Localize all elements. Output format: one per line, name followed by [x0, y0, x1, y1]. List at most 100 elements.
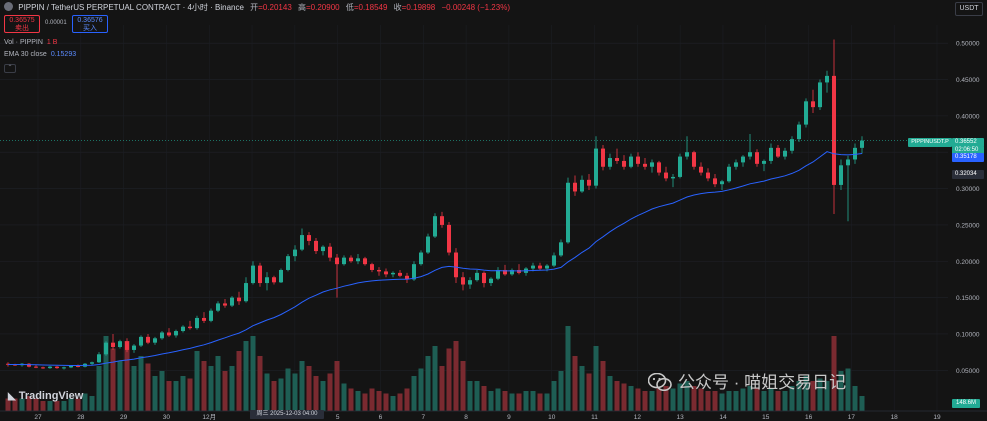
volume-bar	[579, 366, 585, 411]
candle-body	[580, 179, 584, 192]
x-tick-label: 13	[677, 414, 685, 421]
x-tick-label: 12月	[202, 413, 216, 421]
volume-bar	[747, 386, 753, 411]
candle-body	[356, 258, 360, 262]
candle-body	[503, 269, 507, 275]
volume-bar	[390, 396, 396, 411]
ema-indicator-label: EMA 30 close	[4, 51, 47, 58]
x-tick-label: 9	[507, 414, 511, 421]
price-axis[interactable]: 0.05000 0.10000 0.15000 0.20000 0.25000 0.300…	[956, 41, 980, 375]
volume-bar	[600, 361, 606, 411]
volume-bar	[124, 341, 130, 411]
volume-bar	[96, 366, 102, 411]
volume-bar	[761, 391, 767, 411]
candle-body	[741, 156, 745, 163]
candle-body	[510, 269, 514, 275]
chevron-up-icon[interactable]: ⌃	[4, 64, 16, 73]
volume-bar	[278, 378, 284, 411]
volume-bar	[222, 371, 228, 411]
candle-body	[314, 240, 318, 252]
buy-button[interactable]: 0.36576 买入	[72, 15, 108, 33]
volume-indicator[interactable]: Vol · PIPPIN 1 B	[4, 39, 57, 46]
currency-selector[interactable]: USDT	[955, 2, 983, 16]
candle-body	[699, 166, 703, 173]
symbol-title[interactable]: PIPPIN / TetherUS PERPETUAL CONTRACT · 4…	[18, 3, 244, 12]
volume-bar	[61, 401, 67, 411]
buy-price: 0.36576	[77, 17, 103, 24]
volume-bar	[796, 381, 802, 411]
volume-bar	[12, 398, 18, 411]
candle-body	[90, 362, 94, 364]
ema-indicator-value: 0.15293	[50, 51, 77, 58]
volume-bar	[663, 386, 669, 411]
candle-body	[328, 246, 332, 258]
brand-name: TradingView	[18, 390, 84, 402]
volume-bar	[208, 366, 214, 411]
candle-body	[146, 336, 150, 343]
x-tick-label: 16	[805, 414, 813, 421]
x-tick-label: 18	[891, 414, 899, 421]
sell-button[interactable]: 0.36575 卖出	[4, 15, 40, 33]
volume-tag: 148.6M	[952, 399, 980, 408]
x-tick-label: 10	[548, 414, 556, 421]
volume-bar	[145, 363, 151, 411]
crosshair-date-tag: 周三 2025-12-03 04:00	[250, 410, 324, 419]
volume-bar	[243, 341, 249, 411]
x-tick-label: 15	[762, 414, 770, 421]
close-value: =0.19898	[401, 3, 436, 12]
x-tick-label: 28	[77, 414, 85, 421]
candle-body	[489, 278, 493, 284]
x-tick-label: 7	[421, 414, 425, 421]
volume-bar	[19, 398, 25, 411]
candle-body	[139, 336, 143, 346]
volume-bar	[740, 388, 746, 411]
candlesticks	[6, 39, 864, 370]
candle-body	[468, 280, 472, 285]
ema-price-tag: 0.35178	[952, 153, 984, 162]
candle-body	[482, 272, 486, 284]
candle-body	[734, 162, 738, 167]
level-price-tag: 0.32034	[952, 170, 984, 179]
volume-bar	[824, 381, 830, 411]
candle-body	[405, 275, 409, 280]
volume-bar	[467, 381, 473, 411]
x-tick-label: 29	[120, 414, 128, 421]
volume-bar	[369, 388, 375, 411]
volume-bar	[271, 381, 277, 411]
volume-bar	[383, 393, 389, 411]
volume-bar	[40, 401, 46, 411]
volume-bar	[355, 391, 361, 411]
x-tick-label: 8	[464, 414, 468, 421]
volume-bar	[306, 366, 312, 411]
candle-body	[34, 366, 38, 368]
volume-bar	[838, 371, 844, 411]
volume-bar	[285, 368, 291, 411]
volume-bar	[320, 381, 326, 411]
candle-body	[769, 147, 773, 161]
volume-bar	[803, 376, 809, 411]
sell-price: 0.36575	[9, 17, 35, 24]
candle-body	[818, 82, 822, 108]
candle-body	[762, 160, 766, 164]
volume-bar	[691, 386, 697, 411]
volume-bar	[215, 356, 221, 411]
volume-bar	[313, 376, 319, 411]
volume-bar	[292, 373, 298, 411]
candle-body	[601, 148, 605, 167]
volume-bar	[334, 361, 340, 411]
volume-bar	[33, 398, 39, 411]
candle-body	[258, 265, 262, 284]
candle-body	[713, 178, 717, 185]
volume-bar	[733, 391, 739, 411]
y-tick-label: 0.25000	[956, 222, 980, 229]
volume-bar	[726, 391, 732, 411]
candle-body	[433, 216, 437, 237]
time-axis[interactable]: 2728293012月245678910111213141516171819	[0, 410, 987, 421]
tradingview-logo[interactable]: ◣ TradingView	[8, 390, 83, 402]
volume-bar	[411, 376, 417, 411]
candle-body	[111, 342, 115, 348]
ema-indicator[interactable]: EMA 30 close 0.15293	[4, 51, 76, 58]
volume-bar	[649, 391, 655, 411]
candle-body	[202, 317, 206, 321]
